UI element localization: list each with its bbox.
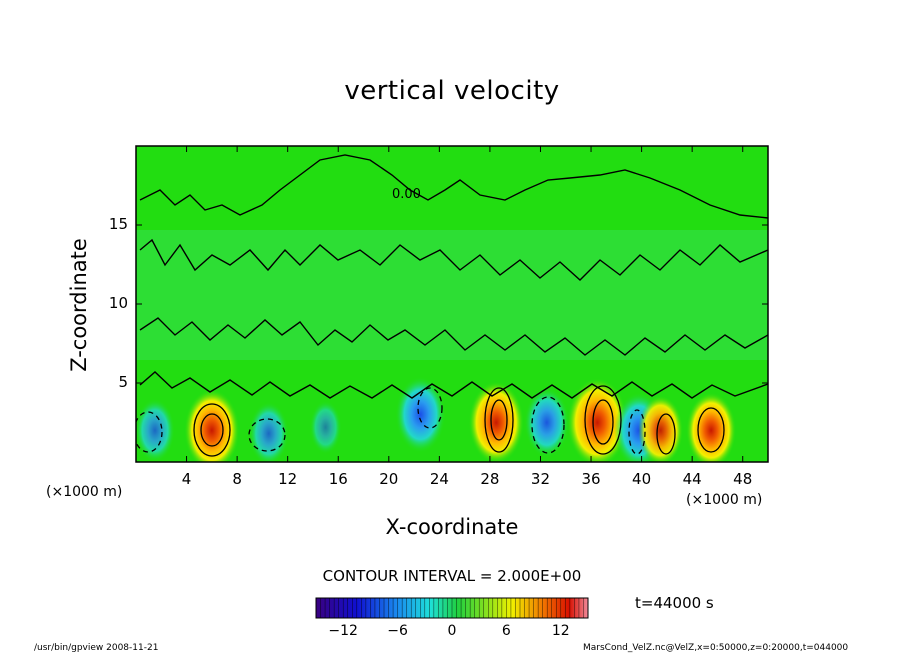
downdraft-cell — [136, 398, 175, 462]
updraft-cell — [686, 392, 737, 462]
x-tick-label: 4 — [181, 470, 192, 488]
downdraft-cell — [248, 401, 289, 462]
x-tick-label: 20 — [379, 470, 399, 488]
x-tick-label: 32 — [530, 470, 551, 488]
contour-value-label: 0.00 — [392, 187, 421, 202]
updraft-cell — [567, 378, 628, 462]
field-layer — [136, 154, 768, 462]
colorbar-tick-label: 6 — [501, 623, 511, 639]
colorbar-divisions — [320, 598, 584, 618]
colorbar-tick-label: 0 — [447, 623, 457, 639]
x-tick-label: 8 — [232, 470, 242, 488]
downdraft-cell — [524, 387, 570, 458]
chart-title: vertical velocity — [344, 76, 560, 106]
contour-lines — [139, 154, 768, 399]
time-label: t=44000 s — [635, 594, 714, 612]
x-unit-label-left: (×1000 m) — [46, 484, 123, 500]
y-tick-label: 10 — [108, 294, 128, 312]
colorbar-tick-label: −12 — [328, 623, 358, 639]
x-axis-label: X-coordinate — [385, 515, 519, 539]
footer-program-info: /usr/bin/gpview 2008-11-21 — [34, 643, 159, 653]
x-axis-ticks — [186, 146, 744, 462]
x-unit-label-right: (×1000 m) — [686, 492, 763, 508]
x-tick-label: 48 — [733, 470, 753, 488]
x-tick-label: 16 — [328, 470, 348, 488]
updraft-cell — [638, 395, 683, 462]
x-tick-label: 12 — [278, 470, 298, 488]
negative-contours — [136, 387, 646, 455]
contour-interval-label: CONTOUR INTERVAL = 2.000E+00 — [322, 567, 582, 585]
x-tick-label: 44 — [682, 470, 702, 488]
y-axis-ticks — [136, 224, 768, 384]
x-tick-label: 28 — [480, 470, 500, 488]
x-tick-label: 36 — [581, 470, 601, 488]
footer-file-info: MarsCond_VelZ.nc@VelZ,x=0:50000,z=0:2000… — [583, 643, 849, 653]
colorbar-tick-label: −6 — [387, 623, 408, 639]
downdraft-cell — [309, 400, 342, 455]
x-tick-label: 40 — [632, 470, 652, 488]
updraft-cell — [184, 389, 240, 462]
y-tick-label: 5 — [118, 373, 128, 391]
colorbar-tick-label: 12 — [551, 623, 570, 639]
x-tick-label: 24 — [429, 470, 449, 488]
y-tick-label: 15 — [108, 215, 128, 233]
cell-contours — [193, 385, 725, 457]
y-axis-label: Z-coordinate — [67, 238, 91, 372]
